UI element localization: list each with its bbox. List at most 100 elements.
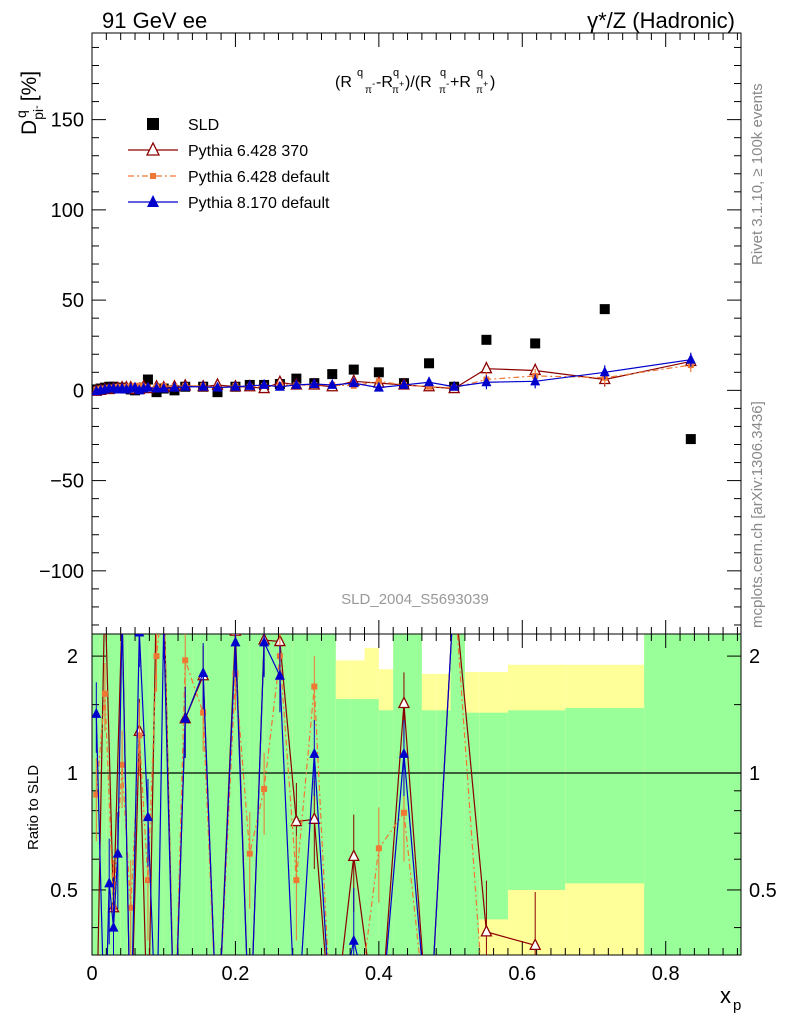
main-y-label-sup: q	[13, 110, 29, 118]
legend-entry: Pythia 6.428 default	[128, 169, 330, 186]
inner-title-start: (R	[335, 74, 352, 91]
main-y-tick-label: 100	[51, 200, 84, 222]
rivet-version-label: Rivet 3.1.10, ≥ 100k events	[749, 83, 766, 265]
svg-text:+: +	[399, 79, 404, 89]
main-data-point	[348, 377, 359, 388]
main-data-point	[530, 338, 541, 349]
main-y-tick-label: 150	[51, 110, 84, 132]
header-left-label: 91 GeV ee	[102, 8, 207, 33]
main-data-point	[375, 378, 382, 385]
main-y-tick-label: 50	[62, 290, 84, 312]
ratio-data-point	[119, 761, 126, 768]
ratio-data-point	[259, 636, 270, 647]
ratio-data-point	[200, 709, 207, 716]
main-data-point	[142, 381, 153, 392]
main-data-point	[599, 366, 610, 377]
svg-text:-R: -R	[376, 74, 393, 91]
green-band-bin	[321, 634, 336, 955]
svg-text:)/(R: )/(R	[405, 74, 432, 91]
green-band-bin	[507, 710, 566, 890]
ratio-data-point	[397, 696, 411, 709]
main-data-point	[274, 380, 285, 391]
header-right-label: γ*/Z (Hadronic)	[587, 8, 735, 33]
main-y-label-sub: pi	[30, 109, 46, 120]
legend-entry: Pythia 6.428 370	[128, 141, 308, 160]
main-y-label-sub2: -	[31, 105, 43, 109]
main-data-point	[158, 382, 169, 393]
ratio-panel-frame	[91, 633, 742, 956]
ratio-data-point	[274, 669, 285, 680]
green-band-bin	[378, 710, 394, 955]
ratio-data-point	[309, 747, 320, 758]
green-band-bin	[479, 712, 508, 920]
main-data-point	[424, 376, 435, 387]
main-data-point	[198, 380, 209, 391]
main-data-point	[291, 378, 302, 389]
ratio-data-point	[261, 785, 268, 792]
main-data-point	[327, 369, 338, 380]
main-data-point	[327, 378, 338, 389]
green-band-bin	[565, 708, 645, 884]
x-tick-label: 0.6	[508, 963, 536, 985]
ratio-data-point	[375, 845, 382, 852]
ratio-data-point	[180, 712, 191, 723]
ratio-series-line	[95, 634, 481, 955]
green-band-bin	[120, 634, 128, 955]
main-data-point	[530, 375, 541, 386]
ratio-data-point	[108, 921, 119, 932]
legend-entry: SLD	[147, 117, 219, 134]
legend-label: Pythia 8.170 default	[188, 195, 330, 212]
ratio-data-point	[144, 877, 151, 884]
ratio-data-point	[104, 877, 115, 888]
ratio-data-point	[142, 811, 153, 822]
green-band-bin	[644, 634, 741, 955]
main-data-point	[481, 376, 492, 387]
ratio-data-point	[308, 811, 321, 824]
main-data-point	[212, 387, 223, 398]
ratio-uncertainty-bands	[92, 634, 741, 955]
ratio-data-point	[311, 683, 318, 690]
green-band-bin	[178, 634, 193, 955]
green-band-bin	[407, 634, 422, 955]
ratio-data-point	[153, 653, 160, 660]
ratio-data-point	[529, 937, 542, 951]
main-axes: 150 100 50 0 −50 −100	[39, 33, 741, 634]
green-band-bin	[156, 634, 164, 955]
main-data-point	[230, 380, 241, 391]
green-band-bin	[264, 634, 279, 955]
ratio-y-tick-label-right: 1	[749, 763, 760, 785]
main-data-point	[180, 380, 191, 391]
green-band-bin	[450, 634, 465, 955]
ratio-data-point	[101, 690, 108, 697]
main-data-point	[309, 378, 320, 389]
ratio-series-line	[97, 634, 536, 955]
main-data-point	[373, 367, 384, 378]
x-axis-label: x p	[720, 983, 741, 1014]
ratio-data-point	[127, 904, 134, 911]
main-data-point	[426, 383, 433, 390]
ratio-data-point	[348, 934, 359, 945]
svg-text:π: π	[439, 85, 446, 96]
ratio-data-point	[112, 847, 123, 858]
ratio-data-point	[182, 657, 189, 664]
ratio-data-point	[136, 732, 143, 739]
main-data-point	[259, 378, 270, 389]
green-band-bin	[364, 699, 379, 955]
main-data-point	[169, 381, 180, 392]
ratio-data-point	[293, 877, 300, 884]
ratio-data-point	[400, 809, 407, 816]
legend-label: Pythia 6.428 370	[188, 143, 308, 160]
main-y-tick-label: −100	[39, 561, 84, 583]
svg-text:π: π	[476, 85, 483, 96]
legend: SLD Pythia 6.428 370 Pythia 6.428 default P…	[128, 117, 330, 212]
ratio-data-point	[398, 747, 409, 758]
ratio-y-tick-label: 2	[67, 646, 78, 668]
green-band-bin	[436, 710, 451, 955]
green-band-bin	[206, 634, 222, 955]
legend-label: SLD	[188, 117, 219, 134]
main-y-tick-label: −50	[50, 471, 84, 493]
main-series-3	[92, 352, 696, 396]
main-y-label-main: D	[18, 120, 41, 135]
main-y-tick-label: 0	[73, 380, 84, 402]
